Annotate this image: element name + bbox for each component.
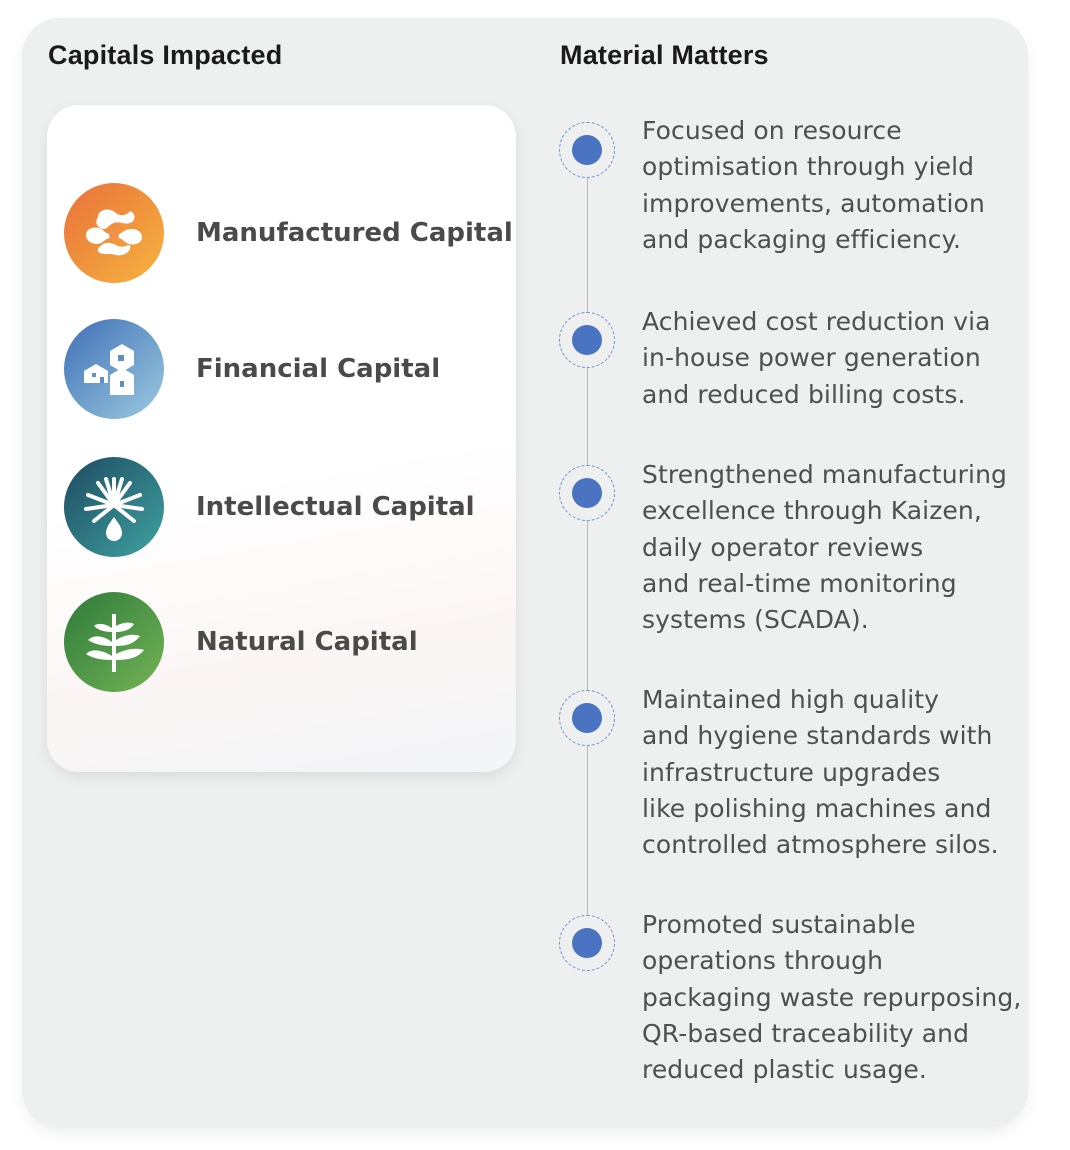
capital-label: Financial Capital <box>196 354 441 384</box>
capital-item-financial: Financial Capital <box>64 319 440 419</box>
material-matter-text: Achieved cost reduction via in-house pow… <box>642 307 991 409</box>
material-matter-text: Strengthened manufacturing excellence th… <box>642 460 1007 635</box>
manufactured-capital-icon <box>64 183 164 283</box>
capital-label: Manufactured Capital <box>196 218 513 248</box>
intellectual-capital-icon <box>64 457 164 557</box>
capital-item-natural: Natural Capital <box>64 592 418 692</box>
timeline-node <box>559 122 615 178</box>
capital-item-intellectual: Intellectual Capital <box>64 457 475 557</box>
capital-item-manufactured: Manufactured Capital <box>64 183 513 283</box>
timeline-node <box>559 465 615 521</box>
natural-capital-icon <box>64 592 164 692</box>
capitals-impacted-heading: Capitals Impacted <box>48 40 283 70</box>
material-matter-text: Maintained high quality and hygiene stan… <box>642 685 999 860</box>
timeline-node <box>559 690 615 746</box>
timeline-node <box>559 915 615 971</box>
capital-label: Natural Capital <box>196 627 418 657</box>
material-matters-heading: Material Matters <box>560 40 769 70</box>
timeline-line <box>587 150 588 945</box>
capital-label: Intellectual Capital <box>196 492 475 522</box>
timeline-node <box>559 312 615 368</box>
financial-capital-icon <box>64 319 164 419</box>
material-matter-text: Focused on resource optimisation through… <box>642 116 985 254</box>
material-matter-text: Promoted sustainable operations through … <box>642 910 1022 1085</box>
